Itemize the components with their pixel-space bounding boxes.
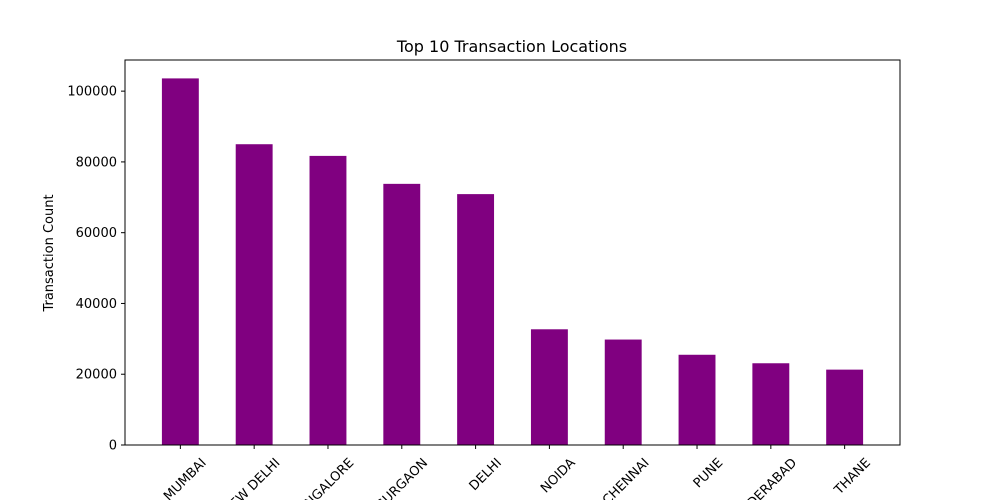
x-tick-label: NEW DELHI [220, 456, 283, 500]
bar-gurgaon [383, 183, 421, 445]
y-tick-label: 20000 [76, 368, 117, 383]
y-axis-ticks: 0 20000 40000 60000 80000 100000 [67, 85, 125, 454]
plot-frame [124, 59, 901, 446]
bar-chennai [604, 339, 642, 445]
x-tick-label: HYDERABAD [732, 456, 800, 500]
x-tick-label: GURGAON [373, 456, 431, 500]
y-tick-label: 40000 [76, 297, 117, 312]
y-tick-label: 100000 [67, 85, 117, 100]
x-tick-label: CHENNAI [600, 456, 653, 500]
bar-bangalore [309, 155, 347, 446]
x-tick-label: BANGALORE [290, 456, 358, 500]
bar-new-delhi [235, 144, 273, 445]
y-tick-label: 60000 [76, 226, 117, 241]
x-axis-ticks: MUMBAI NEW DELHI BANGALORE GURGAON DELHI NOID… [161, 445, 874, 500]
bar-hyderabad [752, 363, 790, 445]
bar-noida [530, 329, 568, 445]
bar-delhi [457, 194, 495, 445]
bars-group [161, 78, 864, 446]
x-tick-label: NOIDA [538, 456, 579, 497]
y-tick-label: 80000 [76, 155, 117, 170]
bar-mumbai [161, 78, 199, 446]
y-axis-label: Transaction Count [42, 194, 57, 312]
y-tick-label: 0 [109, 439, 117, 454]
x-tick-label: DELHI [467, 456, 505, 494]
bar-thane [826, 369, 864, 445]
chart-title: Top 10 Transaction Locations [396, 37, 627, 56]
x-tick-label: MUMBAI [161, 456, 210, 500]
bar-pune [678, 354, 716, 445]
x-tick-label: THANE [831, 456, 874, 499]
x-tick-label: PUNE [691, 456, 727, 492]
